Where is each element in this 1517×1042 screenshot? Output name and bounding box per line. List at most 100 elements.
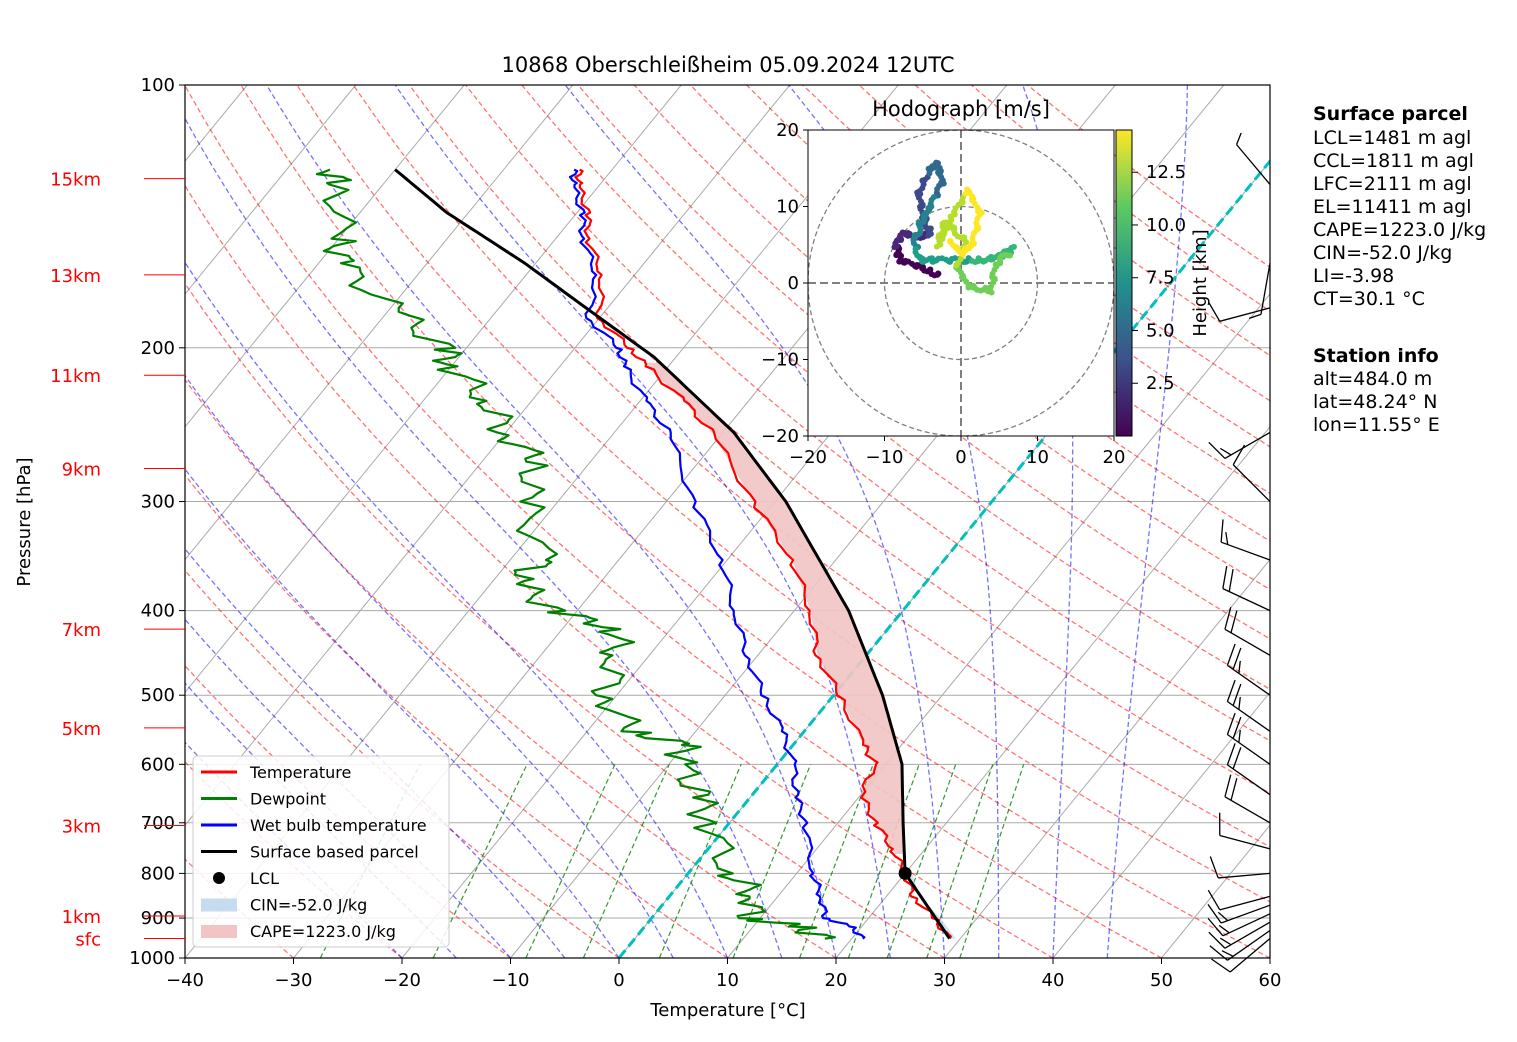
x-tick-label: −20 [383, 970, 421, 991]
hodograph-point [947, 238, 954, 245]
wind-barb [1209, 929, 1271, 961]
hodograph-y-tick-label: 10 [776, 197, 799, 218]
surface-parcel-line: LCL=1481 m agl [1313, 127, 1471, 149]
moist-adiabat [185, 261, 729, 958]
height-label: 11km [50, 366, 101, 387]
surface-parcel-line: CCL=1811 m agl [1313, 150, 1474, 172]
moist-adiabat [185, 618, 511, 958]
surface-parcel-line: LFC=2111 m agl [1313, 173, 1472, 195]
y-tick-label: 600 [141, 754, 175, 775]
moist-adiabat [564, 85, 946, 958]
chart-title: 10868 Oberschleißheim 05.09.2024 12UTC [502, 53, 955, 77]
hodograph-y-tick-label: 20 [776, 120, 799, 141]
height-label: 5km [62, 719, 101, 740]
x-tick-label: −40 [166, 970, 204, 991]
wind-barbs [1207, 132, 1271, 973]
wind-barb-flag [1232, 747, 1242, 770]
wind-barb-shaft [1236, 144, 1271, 185]
wind-barb [1209, 856, 1271, 879]
mixing-ratio-line [525, 764, 616, 958]
x-tick-label: 20 [825, 970, 848, 991]
wind-barb [1248, 263, 1271, 320]
wind-barb-shaft [1218, 872, 1271, 879]
wind-barb-shaft [1219, 834, 1271, 850]
hodograph-point [936, 240, 943, 247]
wind-barb [1219, 812, 1271, 850]
wind-barb [1226, 643, 1271, 696]
wind-barb-flag [1217, 911, 1229, 922]
colorbar-tick-label: 10.0 [1146, 215, 1186, 236]
wind-barb-flag [1226, 743, 1236, 766]
hodograph-x-tick-label: 0 [955, 447, 966, 468]
wind-barb [1208, 921, 1271, 949]
cape-area [643, 362, 905, 854]
wind-barb [1207, 889, 1271, 911]
x-tick-label: 40 [1042, 970, 1065, 991]
legend-swatch [201, 925, 237, 938]
wind-barb-flag [1211, 958, 1231, 973]
wind-barb-flag [1235, 132, 1242, 145]
zero-isotherm [617, 158, 1270, 958]
y-tick-label: 1000 [129, 948, 175, 969]
x-axis-label: Temperature [°C] [649, 1000, 805, 1021]
wind-barb-flag [1232, 647, 1242, 670]
hodograph-point [944, 225, 951, 232]
legend-label: Temperature [249, 763, 351, 782]
y-tick-label: 900 [141, 908, 175, 929]
height-label: 15km [50, 170, 101, 191]
height-label: 3km [62, 816, 101, 837]
surface-parcel-line: EL=11411 m agl [1313, 196, 1472, 218]
lcl-marker [898, 866, 912, 880]
hodograph-x-tick-label: −10 [866, 447, 904, 468]
mixing-ratio-line [732, 764, 812, 958]
isotherm-line [1052, 691, 1270, 958]
legend-label: CAPE=1223.0 J/kg [250, 922, 396, 941]
wind-barb-flag [1219, 447, 1232, 456]
isotherm-line [185, 85, 357, 295]
station-info-heading: Station info [1313, 345, 1439, 367]
wind-barb-flag [1207, 889, 1221, 911]
wind-barb-shaft [1260, 263, 1271, 315]
wind-barb-flag [1208, 441, 1226, 459]
surface-parcel-line: CIN=-52.0 J/kg [1313, 242, 1452, 264]
surface-parcel-heading: Surface parcel [1313, 103, 1468, 125]
dry-adiabat [185, 85, 1162, 958]
wind-barb-shaft [1227, 929, 1271, 961]
wind-barb-flag [1219, 937, 1232, 946]
wind-barb [1220, 519, 1271, 561]
wind-barb [1207, 903, 1271, 924]
wind-barb-flag [1207, 903, 1222, 924]
moist-adiabat [185, 117, 783, 958]
wind-barb-flag [1226, 643, 1236, 666]
wind-barb-shaft [1227, 700, 1271, 732]
y-axis-label: Pressure [hPa] [14, 457, 35, 586]
isotherm-line [185, 85, 682, 694]
wind-barb-flag [1220, 519, 1224, 543]
wind-barb-shaft [1229, 938, 1271, 973]
wind-barb-flag [1209, 856, 1219, 879]
legend-swatch [213, 872, 225, 884]
wind-barb-flag [1228, 568, 1234, 592]
isotherm-line [185, 85, 574, 561]
wind-barb-flag [1207, 917, 1224, 937]
wind-barb-flag [1224, 607, 1232, 630]
x-tick-label: 60 [1259, 970, 1282, 991]
isotherm-line [944, 558, 1270, 958]
legend-label: LCL [250, 869, 279, 888]
station-info-line: lon=11.55° E [1313, 414, 1440, 436]
colorbar [1115, 129, 1133, 437]
hodograph-x-tick-label: −20 [789, 447, 827, 468]
wind-barb [1226, 743, 1271, 796]
hodograph-y-tick-label: −20 [761, 426, 799, 447]
dry-adiabat [296, 85, 1270, 903]
surface-parcel-line: CAPE=1223.0 J/kg [1313, 219, 1486, 241]
height-label: 13km [50, 266, 101, 287]
colorbar-label: Height [km] [1190, 229, 1211, 336]
hodograph-x-tick-label: 10 [1026, 447, 1049, 468]
wind-barb-flag [1222, 566, 1228, 589]
wind-barb [1224, 774, 1271, 824]
height-label: sfc [75, 930, 101, 951]
isotherm-line [727, 293, 1270, 958]
isotherm-line [835, 425, 1270, 958]
